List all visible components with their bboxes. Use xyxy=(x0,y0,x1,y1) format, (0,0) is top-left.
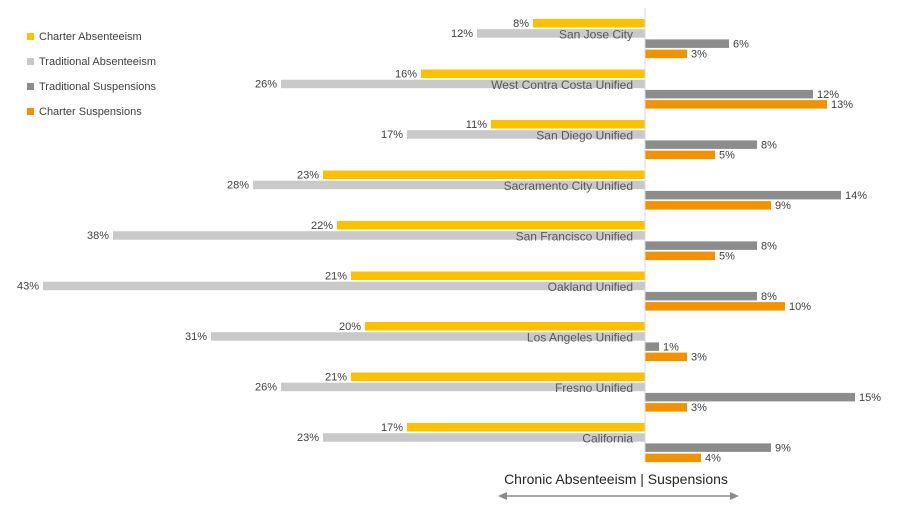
bar-charter-suspensions-sacramento-city-unified xyxy=(645,201,771,210)
bar-traditional-absenteeism-san-diego-unified xyxy=(407,130,645,139)
bar-charter-suspensions-fresno-unified xyxy=(645,403,687,412)
bars-layer xyxy=(43,19,855,463)
data-label-traditional-suspensions-west-contra-costa-unified: 12% xyxy=(817,89,839,101)
data-label-traditional-absenteeism-fresno-unified: 26% xyxy=(255,382,277,394)
bar-traditional-absenteeism-california xyxy=(323,433,645,442)
data-label-charter-suspensions-san-jose-city: 3% xyxy=(691,49,707,61)
category-label-sacramento-city-unified: Sacramento City Unified xyxy=(504,179,633,193)
data-label-charter-absenteeism-san-jose-city: 8% xyxy=(513,18,529,30)
legend: Charter Absenteeism Traditional Absenteei… xyxy=(27,31,156,118)
data-label-charter-absenteeism-san-diego-unified: 11% xyxy=(466,119,487,131)
bar-traditional-suspensions-california xyxy=(645,443,771,452)
category-label-san-jose-city: San Jose City xyxy=(559,28,633,42)
data-label-charter-suspensions-west-contra-costa-unified: 13% xyxy=(831,99,853,111)
data-label-charter-absenteeism-sacramento-city-unified: 23% xyxy=(297,170,319,182)
bar-charter-absenteeism-fresno-unified xyxy=(351,372,645,381)
legend-entry-charter-absenteeism: Charter Absenteeism xyxy=(39,31,142,43)
data-label-traditional-suspensions-san-jose-city: 6% xyxy=(733,38,749,50)
legend-entry-charter-suspensions: Charter Suspensions xyxy=(39,106,142,118)
bar-charter-suspensions-oakland-unified xyxy=(645,302,785,311)
bar-charter-suspensions-west-contra-costa-unified xyxy=(645,100,827,109)
data-label-charter-suspensions-fresno-unified: 3% xyxy=(691,402,707,414)
bar-traditional-absenteeism-west-contra-costa-unified xyxy=(281,79,645,89)
bar-traditional-absenteeism-san-francisco-unified xyxy=(113,231,645,240)
data-label-charter-suspensions-oakland-unified: 10% xyxy=(789,301,811,313)
bar-charter-absenteeism-san-diego-unified xyxy=(491,120,645,129)
bar-charter-suspensions-san-francisco-unified xyxy=(645,251,715,261)
data-label-traditional-suspensions-san-francisco-unified: 8% xyxy=(761,240,777,252)
bar-charter-suspensions-california xyxy=(645,453,701,463)
category-label-san-francisco-unified: San Francisco Unified xyxy=(516,230,633,244)
legend-entry-traditional-suspensions: Traditional Suspensions xyxy=(39,81,156,93)
data-label-traditional-suspensions-fresno-unified: 15% xyxy=(859,392,881,404)
data-label-charter-suspensions-california: 4% xyxy=(705,453,721,465)
data-label-traditional-absenteeism-oakland-unified: 43% xyxy=(17,281,39,293)
bar-charter-suspensions-san-diego-unified xyxy=(645,150,715,160)
data-label-charter-absenteeism-west-contra-costa-unified: 16% xyxy=(395,69,417,81)
legend-swatch-traditional-suspensions xyxy=(27,83,34,90)
data-label-charter-suspensions-los-angeles-unified: 3% xyxy=(691,352,707,364)
data-label-charter-absenteeism-fresno-unified: 21% xyxy=(325,372,347,384)
bar-charter-absenteeism-oakland-unified xyxy=(351,271,645,280)
bar-traditional-absenteeism-oakland-unified xyxy=(43,281,645,291)
category-label-san-diego-unified: San Diego Unified xyxy=(536,129,633,143)
data-label-traditional-suspensions-sacramento-city-unified: 14% xyxy=(845,190,867,202)
bar-charter-absenteeism-california xyxy=(407,423,645,432)
bar-charter-suspensions-los-angeles-unified xyxy=(645,352,687,362)
bar-traditional-suspensions-los-angeles-unified xyxy=(645,342,659,351)
legend-swatch-charter-suspensions xyxy=(27,108,34,115)
data-label-charter-absenteeism-oakland-unified: 21% xyxy=(325,271,347,283)
bar-charter-suspensions-san-jose-city xyxy=(645,49,687,59)
axis-caption: Chronic Absenteeism | Suspensions xyxy=(504,471,728,487)
legend-entry-traditional-absenteeism: Traditional Absenteeism xyxy=(39,56,156,68)
axis-arrow xyxy=(498,492,739,500)
data-label-traditional-suspensions-san-diego-unified: 8% xyxy=(761,139,777,151)
data-label-charter-absenteeism-los-angeles-unified: 20% xyxy=(339,321,361,333)
data-label-charter-absenteeism-california: 17% xyxy=(381,422,403,434)
bar-charter-absenteeism-san-jose-city xyxy=(533,19,645,28)
bar-traditional-absenteeism-sacramento-city-unified xyxy=(253,180,645,190)
bar-traditional-suspensions-west-contra-costa-unified xyxy=(645,89,813,99)
bar-traditional-absenteeism-san-jose-city xyxy=(477,29,645,38)
category-label-west-contra-costa-unified: West Contra Costa Unified xyxy=(491,78,633,92)
bar-traditional-suspensions-sacramento-city-unified xyxy=(645,190,841,200)
bar-traditional-suspensions-san-francisco-unified xyxy=(645,241,757,250)
data-label-traditional-absenteeism-san-jose-city: 12% xyxy=(451,28,473,40)
bar-traditional-absenteeism-los-angeles-unified xyxy=(211,332,645,341)
data-label-charter-absenteeism-san-francisco-unified: 22% xyxy=(311,220,333,232)
data-label-traditional-absenteeism-san-diego-unified: 17% xyxy=(381,129,403,141)
data-label-charter-suspensions-sacramento-city-unified: 9% xyxy=(775,200,791,212)
bar-charter-absenteeism-west-contra-costa-unified xyxy=(421,69,645,78)
bar-traditional-suspensions-fresno-unified xyxy=(645,392,855,402)
bar-traditional-suspensions-san-diego-unified xyxy=(645,140,757,149)
bar-charter-absenteeism-san-francisco-unified xyxy=(337,221,645,230)
data-label-traditional-suspensions-los-angeles-unified: 1% xyxy=(663,341,679,353)
bar-traditional-absenteeism-fresno-unified xyxy=(281,382,645,392)
data-label-traditional-absenteeism-west-contra-costa-unified: 26% xyxy=(255,79,277,91)
data-label-traditional-absenteeism-sacramento-city-unified: 28% xyxy=(227,180,249,192)
bar-charter-absenteeism-los-angeles-unified xyxy=(365,322,645,331)
bar-traditional-suspensions-oakland-unified xyxy=(645,291,757,301)
category-label-california: California xyxy=(582,432,633,446)
data-label-traditional-suspensions-california: 9% xyxy=(775,442,791,454)
legend-swatch-charter-absenteeism xyxy=(27,33,34,40)
data-label-charter-suspensions-san-francisco-unified: 5% xyxy=(719,251,735,263)
data-label-traditional-suspensions-oakland-unified: 8% xyxy=(761,291,777,303)
data-label-traditional-absenteeism-san-francisco-unified: 38% xyxy=(87,230,109,242)
bar-traditional-suspensions-san-jose-city xyxy=(645,39,729,48)
category-label-oakland-unified: Oakland Unified xyxy=(548,280,633,294)
data-label-traditional-absenteeism-los-angeles-unified: 31% xyxy=(185,331,207,343)
category-label-los-angeles-unified: Los Angeles Unified xyxy=(527,331,633,345)
legend-swatch-traditional-absenteeism xyxy=(27,58,34,65)
data-label-traditional-absenteeism-california: 23% xyxy=(297,432,319,444)
category-label-fresno-unified: Fresno Unified xyxy=(555,381,633,395)
bar-charter-absenteeism-sacramento-city-unified xyxy=(323,170,645,179)
data-label-charter-suspensions-san-diego-unified: 5% xyxy=(719,150,735,162)
